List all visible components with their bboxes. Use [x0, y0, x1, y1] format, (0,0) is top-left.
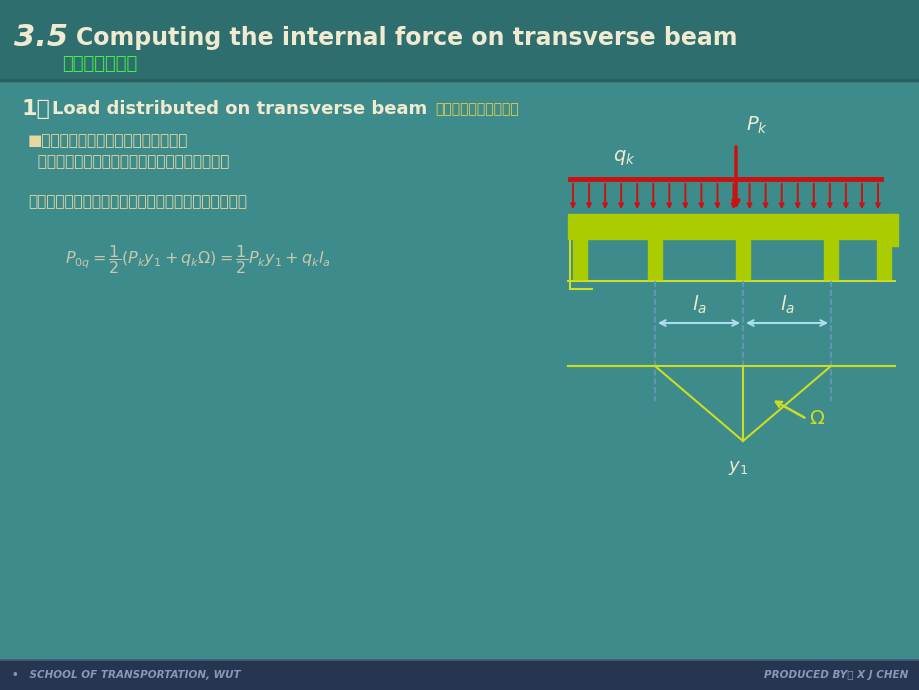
Bar: [887, 214, 897, 246]
Bar: [823, 239, 837, 279]
Bar: [573, 239, 586, 279]
Text: $l_a$: $l_a$: [691, 294, 706, 316]
Bar: [647, 239, 662, 279]
Text: 假定荷载在相邻横隔梁之间按杠杆原理法传递。: 假定荷载在相邻横隔梁之间按杠杆原理法传递。: [28, 155, 229, 170]
Text: 横隔梁内力计算: 横隔梁内力计算: [62, 55, 137, 73]
Text: Computing the internal force on transverse beam: Computing the internal force on transver…: [76, 26, 737, 50]
Text: $P_k$: $P_k$: [745, 115, 767, 136]
Bar: [876, 239, 890, 279]
Text: $\Omega$: $\Omega$: [808, 409, 824, 428]
Bar: [0, 660, 919, 690]
Text: 3.5: 3.5: [14, 23, 68, 52]
Text: 按一列汽车车道荷载轮重分布给中横梁的计算荷载为：: 按一列汽车车道荷载轮重分布给中横梁的计算荷载为：: [28, 195, 246, 210]
Bar: [567, 234, 894, 239]
Bar: [567, 214, 894, 234]
Text: 作用于横隔梁上的荷载: 作用于横隔梁上的荷载: [435, 102, 518, 116]
Text: PRODUCED BY： X J CHEN: PRODUCED BY： X J CHEN: [763, 670, 907, 680]
Bar: [0, 0, 919, 80]
Bar: [735, 239, 749, 279]
Text: $P_{0q}=\dfrac{1}{2}(P_k y_1+q_k\Omega)=\dfrac{1}{2}P_k y_1+q_k l_a$: $P_{0q}=\dfrac{1}{2}(P_k y_1+q_k\Omega)=…: [65, 244, 331, 277]
Text: ■水橋跨方向确定横隔梁上的计算荷载: ■水橋跨方向确定横隔梁上的计算荷载: [28, 133, 188, 148]
Text: $y_1$: $y_1$: [727, 459, 747, 477]
Text: •   SCHOOL OF TRANSPORTATION, WUT: • SCHOOL OF TRANSPORTATION, WUT: [12, 670, 241, 680]
Text: $q_k$: $q_k$: [612, 148, 635, 167]
Text: Load distributed on transverse beam: Load distributed on transverse beam: [52, 100, 426, 118]
Text: 1．: 1．: [22, 99, 51, 119]
Text: $l_a$: $l_a$: [778, 294, 794, 316]
